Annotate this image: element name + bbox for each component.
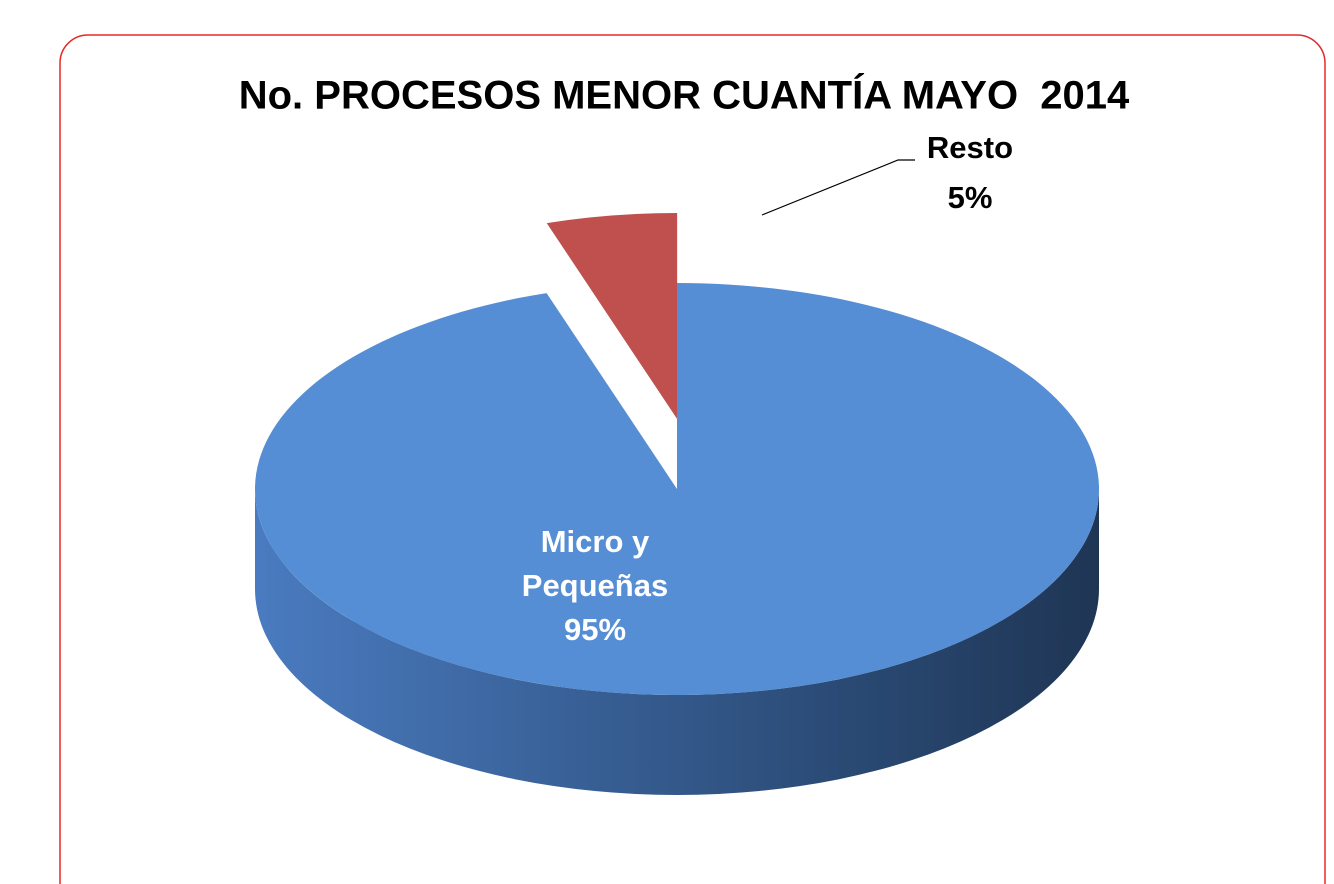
slice: [255, 283, 1100, 695]
chart-title: No. PROCESOS MENOR CUANTÍA MAYO 2014: [239, 73, 1130, 118]
slice-side: [255, 489, 1099, 795]
category-label: Micro y Pequeñas: [521, 524, 669, 603]
leader-line: [761, 159, 915, 216]
category-label: Resto: [926, 130, 1014, 165]
value-label: 5%: [947, 180, 993, 215]
pie: [255, 213, 1100, 795]
slice: [546, 213, 678, 419]
value-label: 95%: [563, 612, 627, 647]
